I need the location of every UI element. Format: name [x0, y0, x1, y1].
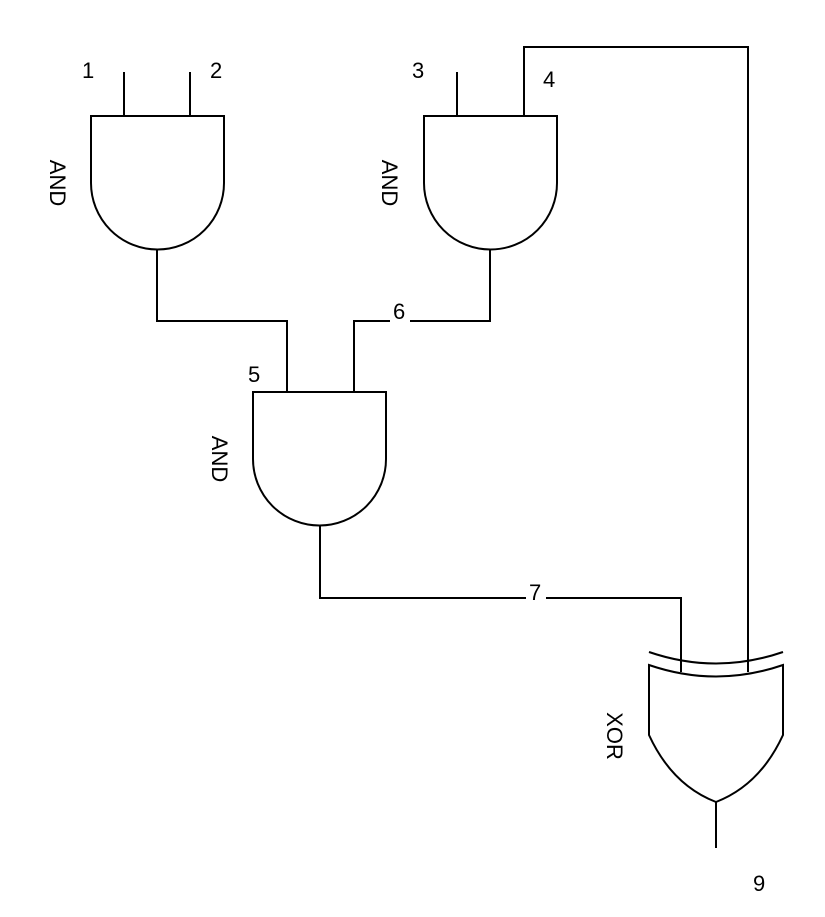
xor-gate-output: [648, 663, 784, 804]
wire-6: [353, 250, 491, 392]
wire-7: [319, 526, 682, 672]
wire-6-label-bg: [390, 312, 410, 330]
wire-7-label-bg: [526, 588, 546, 608]
gate-label-and-middle: AND: [207, 436, 232, 482]
gate-label-and-top-left: AND: [45, 160, 70, 206]
gate-label-xor: XOR: [602, 712, 627, 760]
gate-label-and-top-right: AND: [377, 160, 402, 206]
node-label-3: 3: [412, 58, 424, 83]
node-label-2: 2: [210, 58, 222, 83]
node-label-9: 9: [753, 871, 765, 896]
node-label-6: 6: [393, 299, 405, 324]
node-label-1: 1: [82, 58, 94, 83]
and-gate-top-right: [423, 115, 558, 251]
wire-5: [156, 250, 288, 392]
xor-gate-extra-arc: [648, 651, 784, 665]
node-label-5: 5: [248, 362, 260, 387]
wire-4: [523, 46, 749, 672]
and-gate-top-left: [90, 115, 225, 251]
and-gate-middle: [252, 391, 387, 527]
node-label-4: 4: [543, 67, 555, 92]
node-label-7: 7: [529, 580, 541, 605]
